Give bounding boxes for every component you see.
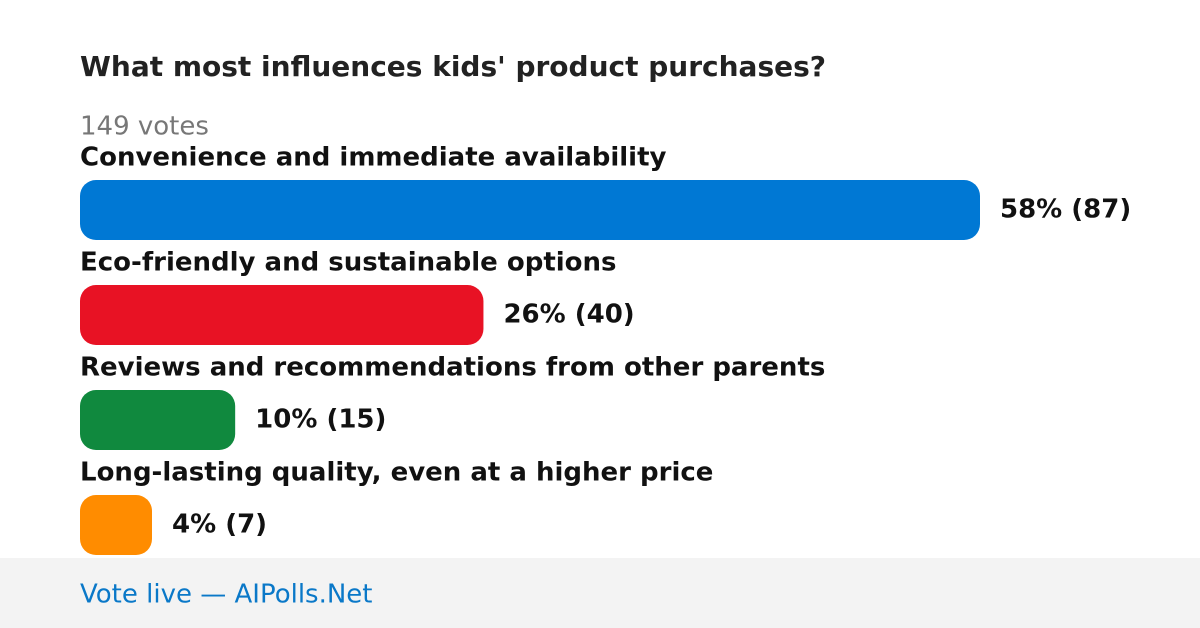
value-label: 4% (7) bbox=[172, 510, 267, 540]
option-label: Eco-friendly and sustainable options bbox=[80, 248, 617, 278]
poll-title: What most influences kids' product purch… bbox=[80, 50, 826, 83]
bar bbox=[80, 495, 152, 555]
footer-band bbox=[0, 558, 1200, 628]
value-label: 26% (40) bbox=[503, 300, 634, 330]
option-label: Reviews and recommendations from other p… bbox=[80, 353, 825, 383]
option-label: Long-lasting quality, even at a higher p… bbox=[80, 458, 713, 488]
value-label: 10% (15) bbox=[255, 405, 386, 435]
vote-count: 149 votes bbox=[80, 112, 209, 142]
option-label: Convenience and immediate availability bbox=[80, 143, 667, 173]
value-label: 58% (87) bbox=[1000, 195, 1131, 225]
bar bbox=[80, 390, 236, 450]
footer-link[interactable]: Vote live — AIPolls.Net bbox=[80, 580, 373, 610]
bar bbox=[80, 285, 484, 345]
bar bbox=[80, 180, 980, 240]
